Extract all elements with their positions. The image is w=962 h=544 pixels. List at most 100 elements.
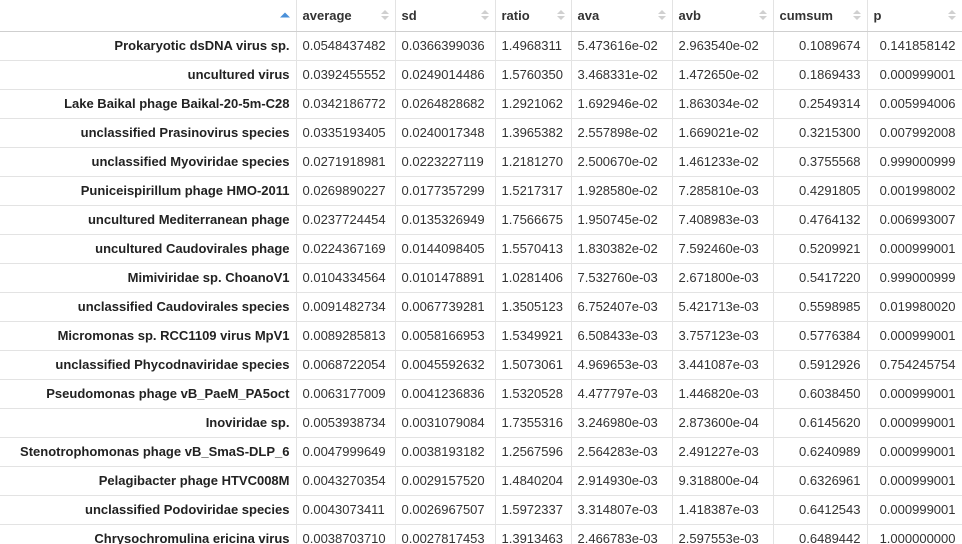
cell-p: 0.007992008 xyxy=(867,118,962,148)
cell-sd: 0.0045592632 xyxy=(395,350,496,380)
row-name-cell: Prokaryotic dsDNA virus sp. xyxy=(0,31,297,61)
row-name-cell: Stenotrophomonas phage vB_SmaS-DLP_6 xyxy=(0,437,297,467)
table-row: Puniceispirillum phage HMO-2011 0.0269890… xyxy=(0,176,962,206)
table-body: Prokaryotic dsDNA virus sp. 0.0548437482 0… xyxy=(0,31,962,544)
cell-avb: 7.592460e-03 xyxy=(672,234,774,264)
cell-cumsum: 0.5776384 xyxy=(773,321,868,351)
cell-average: 0.0104334564 xyxy=(296,263,396,293)
cell-ratio: 1.0281406 xyxy=(495,263,572,293)
cell-avb: 1.863034e-02 xyxy=(672,89,774,119)
cell-sd: 0.0264828682 xyxy=(395,89,496,119)
table-row: Inoviridae sp. 0.0053938734 0.0031079084 1.… xyxy=(0,408,962,438)
cell-cumsum: 0.3755568 xyxy=(773,147,868,177)
header-label: sd xyxy=(401,7,417,23)
cell-cumsum: 0.6412543 xyxy=(773,495,868,525)
cell-sd: 0.0144098405 xyxy=(395,234,496,264)
cell-average: 0.0043270354 xyxy=(296,466,396,496)
cell-ratio: 1.2921062 xyxy=(495,89,572,119)
cell-ratio: 1.7355316 xyxy=(495,408,572,438)
table-row: unclassified Phycodnaviridae species 0.00… xyxy=(0,350,962,380)
row-name-cell: Puniceispirillum phage HMO-2011 xyxy=(0,176,297,206)
cell-cumsum: 0.6145620 xyxy=(773,408,868,438)
cell-avb: 1.669021e-02 xyxy=(672,118,774,148)
row-name-cell: uncultured Caudovirales phage xyxy=(0,234,297,264)
sort-icon xyxy=(480,10,489,21)
cell-p: 0.019980020 xyxy=(867,292,962,322)
cell-ratio: 1.5760350 xyxy=(495,60,572,90)
cell-avb: 2.491227e-03 xyxy=(672,437,774,467)
cell-ava: 1.692946e-02 xyxy=(571,89,673,119)
cell-p: 0.000999001 xyxy=(867,60,962,90)
header-avb[interactable]: avb xyxy=(672,0,774,32)
cell-average: 0.0089285813 xyxy=(296,321,396,351)
header-rownames[interactable] xyxy=(0,0,297,32)
cell-average: 0.0047999649 xyxy=(296,437,396,467)
header-sd[interactable]: sd xyxy=(395,0,496,32)
cell-ratio: 1.5349921 xyxy=(495,321,572,351)
header-average[interactable]: average xyxy=(296,0,396,32)
cell-average: 0.0269890227 xyxy=(296,176,396,206)
row-name-cell: Inoviridae sp. xyxy=(0,408,297,438)
cell-avb: 2.671800e-03 xyxy=(672,263,774,293)
table-row: Chrysochromulina ericina virus 0.00387037… xyxy=(0,524,962,544)
cell-ratio: 1.3913463 xyxy=(495,524,572,544)
header-cumsum[interactable]: cumsum xyxy=(773,0,868,32)
cell-ratio: 1.7566675 xyxy=(495,205,572,235)
cell-sd: 0.0067739281 xyxy=(395,292,496,322)
cell-p: 0.000999001 xyxy=(867,234,962,264)
cell-ava: 3.468331e-02 xyxy=(571,60,673,90)
cell-p: 0.999000999 xyxy=(867,147,962,177)
table-row: Pseudomonas phage vB_PaeM_PA5oct 0.006317… xyxy=(0,379,962,409)
cell-avb: 1.472650e-02 xyxy=(672,60,774,90)
cell-sd: 0.0366399036 xyxy=(395,31,496,61)
cell-ava: 2.466783e-03 xyxy=(571,524,673,544)
cell-ava: 3.314807e-03 xyxy=(571,495,673,525)
table-row: uncultured Caudovirales phage 0.022436716… xyxy=(0,234,962,264)
table-row: Prokaryotic dsDNA virus sp. 0.0548437482 0… xyxy=(0,31,962,61)
cell-p: 0.000999001 xyxy=(867,466,962,496)
cell-sd: 0.0029157520 xyxy=(395,466,496,496)
header-ava[interactable]: ava xyxy=(571,0,673,32)
cell-avb: 3.441087e-03 xyxy=(672,350,774,380)
cell-p: 0.000999001 xyxy=(867,495,962,525)
table-row: Mimiviridae sp. ChoanoV1 0.0104334564 0.01… xyxy=(0,263,962,293)
cell-avb: 9.318800e-04 xyxy=(672,466,774,496)
cell-cumsum: 0.5209921 xyxy=(773,234,868,264)
row-name-cell: unclassified Myoviridae species xyxy=(0,147,297,177)
sort-icon xyxy=(657,10,666,21)
header-p[interactable]: p xyxy=(867,0,962,32)
header-ratio[interactable]: ratio xyxy=(495,0,572,32)
cell-ratio: 1.2567596 xyxy=(495,437,572,467)
table-row: unclassified Prasinovirus species 0.03351… xyxy=(0,118,962,148)
cell-p: 0.141858142 xyxy=(867,31,962,61)
cell-avb: 3.757123e-03 xyxy=(672,321,774,351)
table-row: uncultured Mediterranean phage 0.02377244… xyxy=(0,205,962,235)
cell-avb: 1.418387e-03 xyxy=(672,495,774,525)
cell-p: 0.005994006 xyxy=(867,89,962,119)
cell-avb: 1.446820e-03 xyxy=(672,379,774,409)
cell-ava: 1.950745e-02 xyxy=(571,205,673,235)
cell-sd: 0.0041236836 xyxy=(395,379,496,409)
cell-ratio: 1.5073061 xyxy=(495,350,572,380)
cell-ava: 2.500670e-02 xyxy=(571,147,673,177)
cell-p: 0.999000999 xyxy=(867,263,962,293)
cell-sd: 0.0026967507 xyxy=(395,495,496,525)
row-name-cell: Pseudomonas phage vB_PaeM_PA5oct xyxy=(0,379,297,409)
cell-ava: 6.752407e-03 xyxy=(571,292,673,322)
cell-average: 0.0342186772 xyxy=(296,89,396,119)
cell-avb: 7.408983e-03 xyxy=(672,205,774,235)
cell-average: 0.0237724454 xyxy=(296,205,396,235)
table-row: Stenotrophomonas phage vB_SmaS-DLP_6 0.00… xyxy=(0,437,962,467)
sort-icon xyxy=(947,10,956,21)
cell-ava: 2.914930e-03 xyxy=(571,466,673,496)
cell-average: 0.0091482734 xyxy=(296,292,396,322)
sort-ascending-icon xyxy=(279,12,290,18)
cell-cumsum: 0.1089674 xyxy=(773,31,868,61)
cell-ava: 7.532760e-03 xyxy=(571,263,673,293)
cell-sd: 0.0027817453 xyxy=(395,524,496,544)
cell-cumsum: 0.4764132 xyxy=(773,205,868,235)
header-label: avb xyxy=(678,7,701,23)
sort-icon xyxy=(758,10,767,21)
cell-ratio: 1.5217317 xyxy=(495,176,572,206)
